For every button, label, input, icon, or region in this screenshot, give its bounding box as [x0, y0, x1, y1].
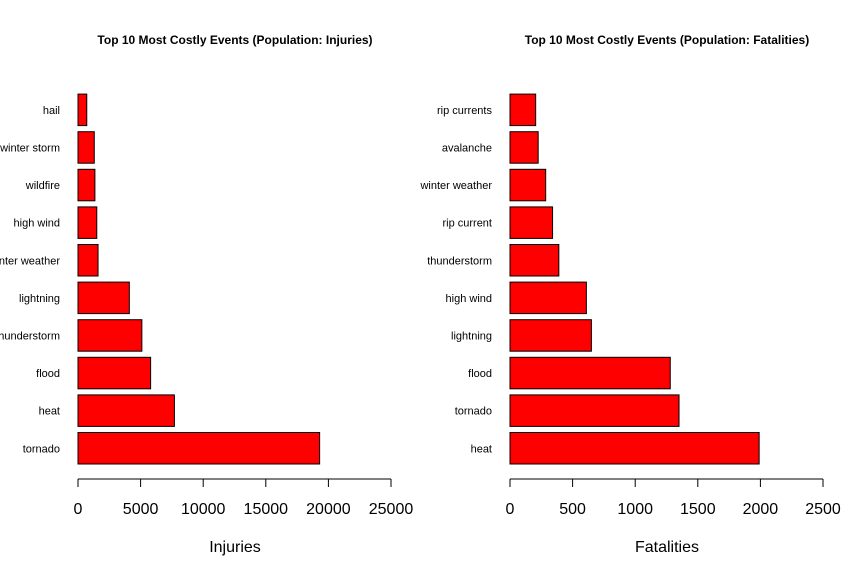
category-label: flood: [468, 368, 492, 380]
category-label: thunderstorm: [427, 255, 492, 267]
bar-high-wind: [77, 206, 98, 239]
bar-thunderstorm: [509, 244, 560, 277]
bar-heat: [77, 394, 175, 427]
category-label: hail: [43, 105, 60, 117]
bar-avalanche: [509, 131, 539, 164]
bar-wildfire: [77, 168, 96, 202]
bar-lightning: [509, 319, 592, 352]
x-tick-label: 1500: [680, 501, 716, 518]
category-label: flood: [36, 368, 60, 380]
x-axis-label: Fatalities: [635, 539, 699, 556]
x-tick-label: 25000: [369, 501, 414, 518]
chart-title: Top 10 Most Costly Events (Population: F…: [525, 33, 809, 47]
category-label: inter weather: [0, 255, 60, 267]
x-tick-label: 5000: [123, 501, 159, 518]
bar-flood: [509, 356, 671, 390]
category-label: heat: [39, 406, 60, 418]
x-tick-label: 10000: [181, 501, 226, 518]
bar-tornado: [509, 394, 680, 427]
bar-winter-weather: [509, 168, 547, 202]
fatalities-chart: Top 10 Most Costly Events (Population: F…: [419, 33, 840, 556]
bar-heat: [509, 432, 760, 465]
bar-tornado: [77, 432, 321, 465]
x-tick-label: 2500: [805, 501, 841, 518]
category-label: tornado: [455, 406, 492, 418]
category-label: lightning: [451, 330, 492, 342]
bar-thunderstorm: [77, 319, 143, 352]
x-tick-label: 0: [74, 501, 83, 518]
category-label: avalanche: [442, 142, 492, 154]
category-label: high wind: [14, 218, 60, 230]
x-axis-label: Injuries: [209, 539, 261, 556]
category-label: rip currents: [437, 105, 493, 117]
category-label: tornado: [23, 443, 60, 455]
category-label: heat: [471, 443, 492, 455]
category-label: winter weather: [419, 180, 492, 192]
category-label: wildfire: [25, 180, 60, 192]
x-tick-label: 1000: [617, 501, 653, 518]
bar-winter-weather: [77, 244, 99, 277]
x-tick-label: 2000: [743, 501, 779, 518]
category-label: rip current: [442, 218, 492, 230]
injuries-chart: Top 10 Most Costly Events (Population: I…: [0, 33, 413, 556]
category-label: high wind: [446, 293, 492, 305]
bar-rip-current: [509, 206, 554, 239]
bar-hail: [77, 93, 88, 127]
x-tick-label: 20000: [306, 501, 351, 518]
x-tick-label: 15000: [244, 501, 289, 518]
bar-high-wind: [509, 281, 587, 315]
x-tick-label: 0: [506, 501, 515, 518]
category-label: thunderstorm: [0, 330, 60, 342]
chart-title: Top 10 Most Costly Events (Population: I…: [97, 33, 372, 47]
bar-lightning: [77, 281, 130, 315]
bar-winter-storm: [77, 131, 95, 164]
category-label: winter storm: [0, 142, 60, 154]
bar-rip-currents: [509, 93, 537, 127]
x-tick-label: 500: [559, 501, 586, 518]
category-label: lightning: [19, 293, 60, 305]
bar-flood: [77, 356, 152, 390]
